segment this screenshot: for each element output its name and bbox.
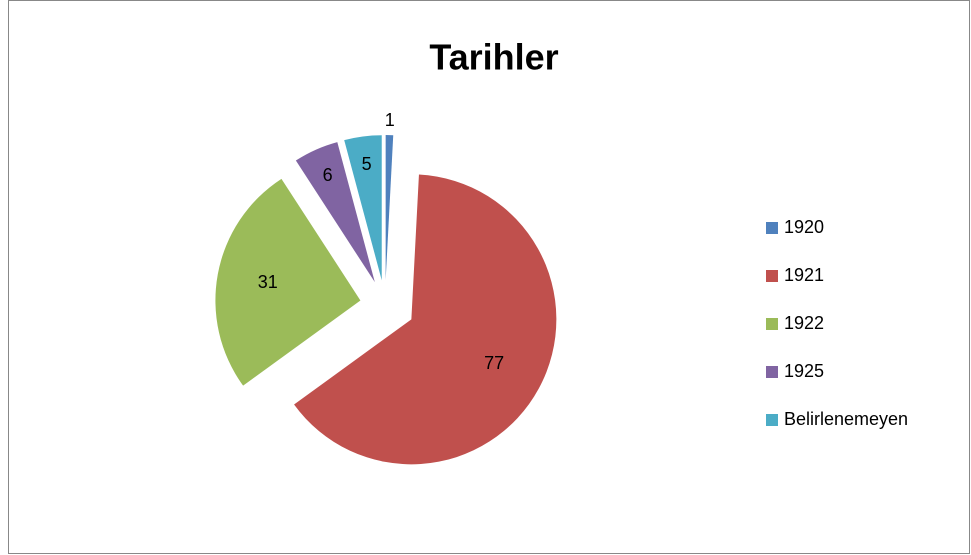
pie-slice	[385, 135, 394, 281]
legend-label: 1920	[784, 217, 824, 237]
data-label: 1	[385, 110, 395, 130]
legend-swatch	[766, 366, 778, 378]
data-label: 5	[362, 154, 372, 174]
legend-label: 1925	[784, 361, 824, 381]
pie-slice	[344, 135, 382, 281]
data-label: 6	[323, 165, 333, 185]
legend-label: Belirlenemeyen	[784, 409, 908, 429]
legend-swatch	[766, 414, 778, 426]
legend-swatch	[766, 222, 778, 234]
pie-slice	[215, 178, 361, 386]
legend-swatch	[766, 318, 778, 330]
legend-swatch	[766, 270, 778, 282]
pie-slice	[294, 174, 557, 465]
pie-slice	[295, 142, 375, 283]
data-label: 77	[484, 353, 504, 373]
data-label: 31	[258, 272, 278, 292]
legend-label: 1922	[784, 313, 824, 333]
chart-title: Tarihler	[429, 37, 558, 78]
legend-label: 1921	[784, 265, 824, 285]
